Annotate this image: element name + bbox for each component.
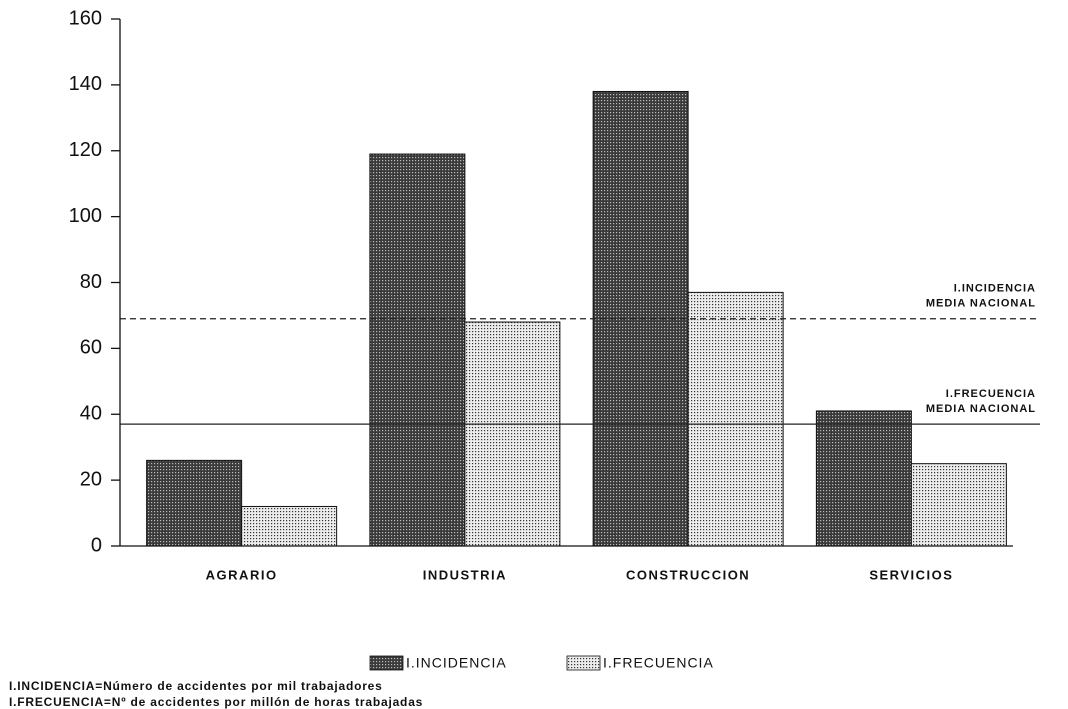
bar <box>464 321 561 547</box>
x-tick-label: INDUSTRIA <box>423 567 507 582</box>
x-tick-label: SERVICIOS <box>869 567 953 582</box>
reference-label: MEDIA NACIONAL <box>926 298 1036 310</box>
y-tick-label: 120 <box>69 139 102 161</box>
legend-label: I.FRECUENCIA <box>603 655 714 671</box>
bar <box>369 153 466 547</box>
reference-label: I.INCIDENCIA <box>954 283 1036 295</box>
legend-label: I.INCIDENCIA <box>406 655 507 671</box>
legend-swatch <box>369 655 404 671</box>
y-tick-label: 60 <box>80 337 102 359</box>
x-tick-label: CONSTRUCCION <box>626 567 750 582</box>
legend-swatch <box>566 655 601 671</box>
y-tick-label: 160 <box>69 7 102 29</box>
bar <box>146 459 243 547</box>
footnote: I.INCIDENCIA=Número de accidentes por mi… <box>9 679 383 693</box>
footnote: I.FRECUENCIA=Nº de accidentes por millón… <box>9 695 423 709</box>
y-tick-label: 40 <box>80 403 102 425</box>
reference-label: MEDIA NACIONAL <box>926 403 1036 415</box>
reference-label: I.FRECUENCIA <box>946 388 1036 400</box>
bar <box>687 291 784 547</box>
y-tick-label: 140 <box>69 73 102 95</box>
bar <box>241 505 338 547</box>
bar <box>815 410 912 547</box>
y-tick-label: 80 <box>80 271 102 293</box>
x-tick-label: AGRARIO <box>206 567 278 582</box>
y-tick-label: 0 <box>91 534 102 556</box>
y-tick-label: 20 <box>80 468 102 490</box>
bar <box>910 463 1007 547</box>
y-tick-label: 100 <box>69 205 102 227</box>
